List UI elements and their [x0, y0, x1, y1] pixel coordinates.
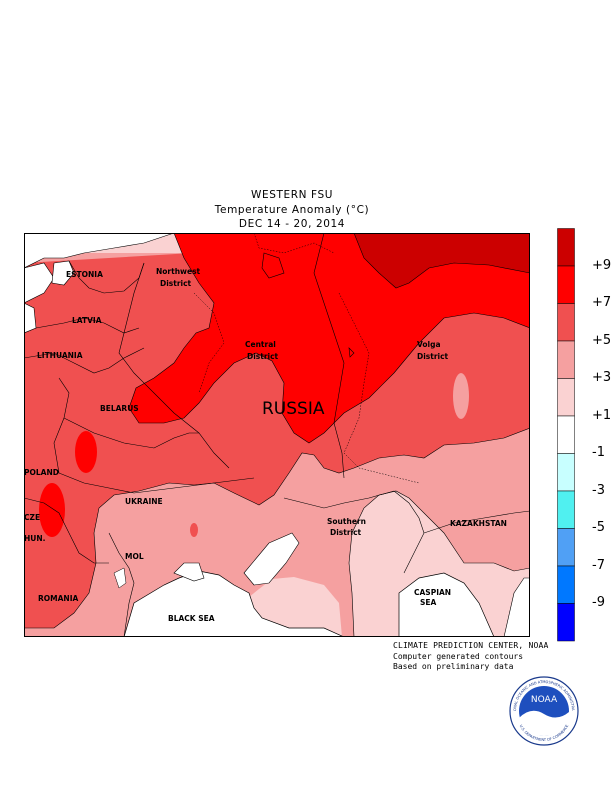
legend-swatch	[557, 228, 575, 267]
legend-label: +9	[592, 257, 612, 273]
crimea-coast	[173, 562, 205, 582]
noaa-logo-text: NOAA	[531, 695, 558, 705]
label-black-sea: BLACK SEA	[168, 614, 215, 623]
legend-label: -1	[592, 445, 605, 460]
noaa-logo: NOAA NATIONAL OCEANIC AND ATMOSPHERIC AD…	[509, 676, 579, 746]
legend-label: -7	[592, 557, 605, 573]
legend-label: +3	[592, 370, 612, 385]
anomaly-map: Northwest District Central District Volg…	[24, 233, 530, 637]
label-southern-2: District	[330, 528, 362, 537]
gulf-of-riga	[51, 260, 75, 286]
label-southern-1: Southern	[327, 517, 366, 526]
noaa-bird-icon	[519, 710, 569, 736]
caspian-sea	[398, 572, 495, 637]
legend-swatch	[557, 528, 575, 567]
legend-swatch	[557, 340, 575, 379]
legend-label: -5	[592, 520, 605, 535]
label-romania: ROMANIA	[38, 594, 78, 603]
map-subtitle: Temperature Anomaly (°C)	[214, 204, 370, 216]
black-sea	[123, 570, 345, 637]
label-central-1: Central	[245, 340, 276, 349]
map-title: WESTERN FSU	[250, 189, 334, 201]
credit-line-1: CLIMATE PREDICTION CENTER, NOAA	[393, 641, 549, 650]
label-russia: RUSSIA	[262, 399, 325, 419]
label-caspian-2: SEA	[420, 598, 437, 607]
label-volga-1: Volga	[417, 340, 441, 349]
anomaly-band-9-plus	[354, 233, 530, 288]
anomaly-band-7-9	[129, 233, 530, 443]
label-estonia: ESTONIA	[66, 270, 103, 279]
aral-region	[503, 577, 530, 637]
legend-swatch	[557, 603, 575, 642]
label-northwest-2: District	[160, 279, 192, 288]
map-frame	[24, 233, 530, 637]
label-northwest-1: Northwest	[156, 267, 201, 276]
color-legend	[557, 228, 575, 642]
country-borders	[24, 233, 530, 637]
label-lithuania: LITHUANIA	[37, 351, 83, 360]
legend-label: -9	[592, 595, 605, 610]
district-borders	[193, 233, 420, 484]
credit-line-3: Based on preliminary data	[393, 662, 514, 671]
legend-swatch	[557, 265, 575, 304]
label-czech: CZE	[24, 513, 40, 522]
label-volga-2: District	[417, 352, 449, 361]
label-kazakhstan: KAZAKHSTAN	[450, 519, 507, 528]
legend-label: +5	[592, 332, 612, 348]
anomaly-blob-volga	[453, 373, 469, 419]
contour-7	[128, 233, 530, 444]
legend-label: +7	[592, 295, 612, 310]
legend-swatch	[557, 303, 575, 342]
anomaly-blob-ukraine	[190, 523, 198, 537]
label-ukraine: UKRAINE	[125, 497, 163, 506]
anomaly-blob-belarus-west	[75, 431, 97, 473]
gulf-of-finland	[24, 233, 175, 269]
label-latvia: LATVIA	[72, 316, 102, 325]
legend-label: +1	[592, 407, 612, 423]
legend-label: -3	[592, 482, 605, 498]
legend-swatch	[557, 453, 575, 492]
contour-9	[353, 233, 530, 289]
anomaly-blob-poland	[39, 483, 65, 537]
label-moldova: MOL	[125, 552, 144, 561]
legend-swatch	[557, 415, 575, 454]
label-poland: POLAND	[24, 468, 59, 477]
contour-3	[348, 490, 530, 637]
sea-of-azov	[243, 532, 300, 586]
legend-swatch	[557, 565, 575, 604]
contour-5	[24, 427, 530, 629]
legend-swatch	[557, 490, 575, 529]
label-central-2: District	[247, 352, 279, 361]
legend-swatch	[557, 378, 575, 417]
moldova-lake	[113, 567, 127, 589]
label-hungary: HUN.	[24, 534, 46, 543]
baltic-sea	[24, 262, 55, 304]
credit-line-2: Computer generated contours	[393, 652, 524, 661]
label-caspian-1: CASPIAN	[414, 588, 451, 597]
map-period: DEC 14 - 20, 2014	[238, 218, 346, 230]
label-belarus: BELARUS	[100, 404, 139, 413]
